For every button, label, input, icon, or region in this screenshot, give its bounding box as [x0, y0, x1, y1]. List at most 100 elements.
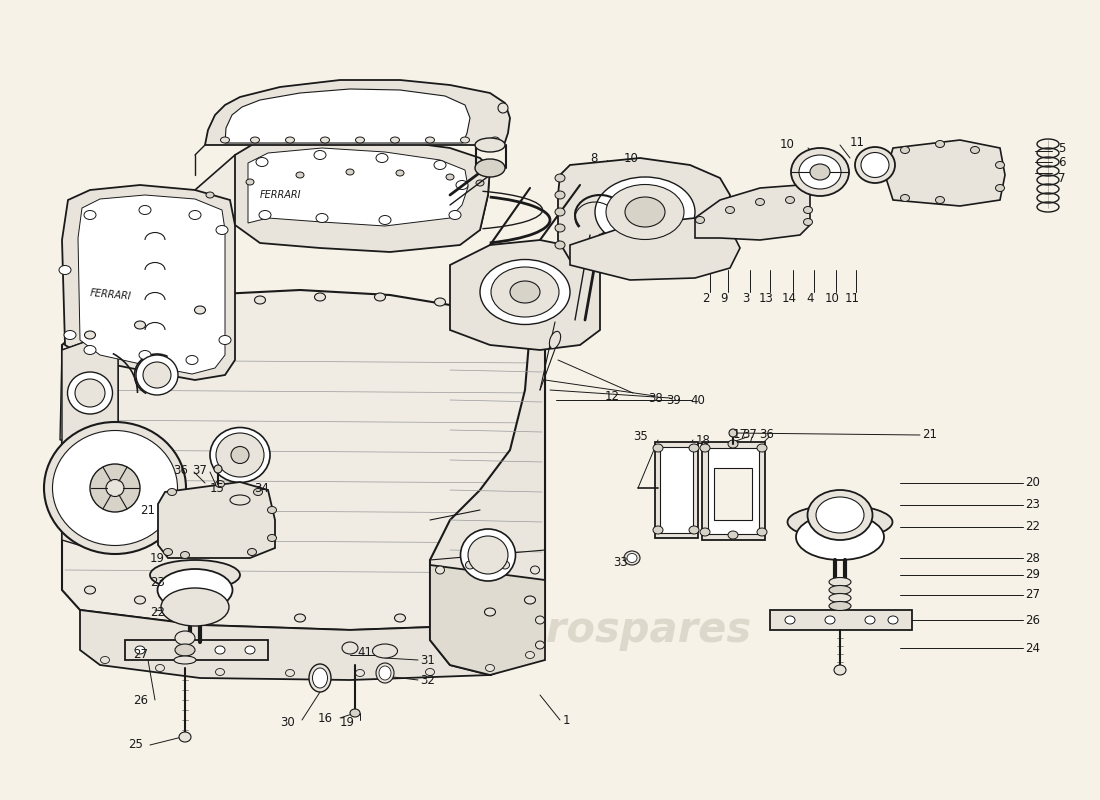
Ellipse shape	[757, 528, 767, 536]
Ellipse shape	[689, 444, 698, 452]
Ellipse shape	[379, 215, 390, 225]
Ellipse shape	[829, 586, 851, 594]
Ellipse shape	[500, 561, 509, 569]
Text: eurospares: eurospares	[488, 609, 751, 651]
Ellipse shape	[134, 321, 145, 329]
Ellipse shape	[312, 668, 328, 688]
Ellipse shape	[44, 422, 186, 554]
Ellipse shape	[390, 137, 399, 143]
Polygon shape	[430, 565, 544, 675]
Ellipse shape	[320, 137, 330, 143]
Ellipse shape	[625, 197, 666, 227]
Ellipse shape	[379, 666, 390, 680]
Ellipse shape	[536, 641, 544, 649]
Polygon shape	[695, 185, 810, 240]
Ellipse shape	[475, 159, 505, 177]
Text: 12: 12	[605, 390, 620, 402]
Ellipse shape	[253, 489, 263, 495]
Ellipse shape	[756, 198, 764, 206]
Ellipse shape	[829, 602, 851, 610]
Text: FERRARI: FERRARI	[260, 190, 301, 200]
Ellipse shape	[468, 536, 508, 574]
Ellipse shape	[216, 433, 264, 477]
Ellipse shape	[653, 444, 663, 452]
Ellipse shape	[216, 226, 228, 234]
Text: 34: 34	[254, 482, 268, 494]
Polygon shape	[702, 442, 764, 540]
Ellipse shape	[456, 181, 468, 190]
Polygon shape	[248, 148, 468, 226]
Ellipse shape	[245, 646, 255, 654]
Text: 5: 5	[1058, 142, 1066, 154]
Polygon shape	[62, 420, 116, 550]
Text: 33: 33	[614, 555, 628, 569]
Text: 22: 22	[150, 606, 165, 618]
Text: 3: 3	[742, 293, 750, 306]
Ellipse shape	[355, 137, 364, 143]
Text: 13: 13	[759, 293, 773, 306]
Ellipse shape	[186, 355, 198, 365]
Ellipse shape	[834, 665, 846, 675]
Ellipse shape	[85, 331, 96, 339]
Ellipse shape	[231, 446, 249, 463]
Ellipse shape	[219, 335, 231, 345]
Ellipse shape	[434, 298, 446, 306]
Ellipse shape	[791, 148, 849, 196]
Ellipse shape	[135, 646, 145, 654]
Ellipse shape	[84, 210, 96, 219]
Ellipse shape	[139, 350, 151, 359]
Polygon shape	[158, 482, 275, 558]
Ellipse shape	[161, 588, 229, 626]
Text: 1: 1	[563, 714, 571, 726]
Polygon shape	[60, 338, 118, 440]
Ellipse shape	[476, 180, 484, 186]
Ellipse shape	[175, 631, 195, 645]
Text: 27: 27	[1025, 589, 1040, 602]
Ellipse shape	[825, 616, 835, 624]
Ellipse shape	[653, 526, 663, 534]
Ellipse shape	[316, 214, 328, 222]
Ellipse shape	[155, 665, 165, 671]
Ellipse shape	[106, 479, 124, 497]
Text: 16: 16	[318, 711, 333, 725]
Text: 7: 7	[1058, 171, 1066, 185]
Polygon shape	[235, 135, 490, 252]
Ellipse shape	[206, 192, 214, 198]
Ellipse shape	[230, 495, 250, 505]
Text: 29: 29	[1025, 569, 1040, 582]
Polygon shape	[78, 195, 226, 374]
Ellipse shape	[816, 497, 864, 533]
Ellipse shape	[525, 596, 536, 604]
Ellipse shape	[180, 551, 189, 558]
Ellipse shape	[700, 444, 710, 452]
Bar	[708, 448, 759, 534]
Ellipse shape	[556, 191, 565, 199]
Ellipse shape	[556, 174, 565, 182]
Text: 36: 36	[760, 427, 774, 441]
Ellipse shape	[785, 197, 794, 203]
Bar	[714, 468, 752, 520]
Polygon shape	[450, 240, 600, 350]
Ellipse shape	[861, 153, 889, 178]
Text: 11: 11	[850, 137, 865, 150]
Polygon shape	[430, 330, 544, 675]
Text: 39: 39	[666, 394, 681, 406]
Text: 38: 38	[648, 391, 662, 405]
Text: 21: 21	[140, 503, 155, 517]
Text: 37: 37	[192, 463, 207, 477]
Ellipse shape	[888, 616, 898, 624]
Ellipse shape	[627, 554, 637, 562]
Ellipse shape	[355, 670, 364, 677]
Ellipse shape	[426, 669, 434, 675]
Ellipse shape	[143, 362, 170, 388]
Ellipse shape	[480, 259, 570, 325]
Ellipse shape	[689, 526, 698, 534]
Ellipse shape	[436, 566, 444, 574]
Ellipse shape	[286, 670, 295, 677]
Ellipse shape	[426, 137, 434, 143]
Ellipse shape	[136, 355, 178, 395]
Ellipse shape	[865, 616, 874, 624]
Polygon shape	[62, 348, 118, 445]
Ellipse shape	[525, 331, 536, 339]
Ellipse shape	[85, 586, 96, 594]
